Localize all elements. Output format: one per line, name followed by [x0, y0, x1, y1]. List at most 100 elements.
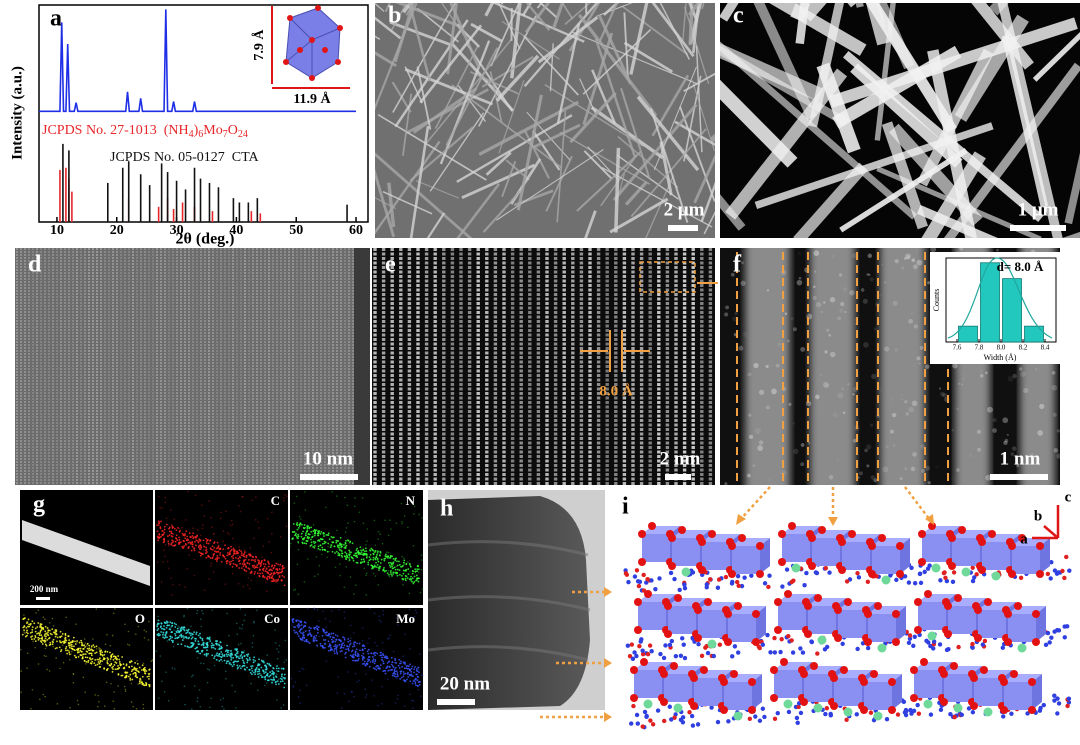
map-dot: [185, 637, 188, 639]
speckle: [823, 301, 826, 304]
map-dot: [245, 653, 248, 656]
map-dot: [163, 528, 166, 531]
map-dot: [72, 681, 75, 684]
map-dot: [403, 515, 406, 517]
network-atom: [950, 579, 956, 584]
oxygen: [814, 594, 822, 602]
map-dot: [322, 610, 324, 613]
map-dot: [80, 639, 82, 642]
rod: [375, 140, 441, 235]
map-dot: [69, 706, 71, 709]
map-dot: [387, 678, 389, 681]
map-dot: [274, 572, 276, 575]
map-dot: [327, 542, 330, 545]
network-atom: [912, 581, 918, 586]
map-dot: [403, 559, 406, 562]
map-dot: [230, 519, 233, 522]
map-dot: [340, 546, 343, 549]
network-atom: [667, 704, 673, 709]
map-dot: [84, 653, 87, 656]
octahedron-face: [838, 610, 866, 638]
map-dot: [413, 616, 416, 618]
oxygen: [630, 666, 638, 674]
map-dot: [127, 643, 129, 646]
network-atom: [840, 641, 845, 647]
map-dot: [337, 546, 340, 548]
map-dot: [211, 609, 214, 611]
map-dot: [403, 705, 406, 707]
map-dot: [389, 561, 392, 564]
map-dot: [380, 654, 383, 657]
map-dot: [338, 553, 341, 555]
map-dot: [135, 669, 137, 672]
map-label: Co: [264, 611, 280, 626]
speckle: [840, 301, 845, 307]
oxygen: [634, 626, 642, 634]
map-dot: [256, 572, 259, 575]
map-dot: [41, 636, 44, 639]
speckle: [927, 281, 931, 285]
map-dot: [212, 533, 215, 536]
map-dot: [388, 573, 390, 576]
map-dot: [170, 532, 173, 535]
network-atom: [982, 638, 988, 644]
map-dot: [65, 616, 68, 619]
map-dot: [172, 526, 175, 529]
rod: [692, 3, 700, 54]
map-dot: [339, 543, 342, 546]
cobalt: [733, 711, 743, 721]
map-dot: [156, 638, 159, 641]
map-dot: [67, 635, 70, 638]
speckle: [884, 346, 890, 352]
network-atom: [723, 574, 729, 580]
map-dot: [171, 624, 174, 627]
map-dot: [261, 660, 264, 663]
network-atom: [959, 712, 964, 718]
map-dot: [253, 622, 255, 624]
map-dot: [98, 648, 101, 650]
cobalt: [1017, 643, 1027, 653]
map-dot: [56, 640, 58, 643]
map-dot: [197, 652, 200, 655]
map-dot: [71, 647, 73, 650]
map-dot: [163, 690, 166, 693]
rod: [582, 28, 652, 95]
map-dot: [421, 559, 423, 561]
map-tile: [155, 490, 288, 605]
map-dot: [243, 664, 246, 667]
map-dot: [141, 683, 144, 686]
rod: [653, 66, 697, 171]
speckle: [1007, 375, 1014, 382]
network-atom: [669, 717, 674, 722]
map-dot: [40, 629, 43, 631]
rod: [612, 103, 698, 202]
map-dot: [271, 577, 273, 579]
map-dot: [333, 652, 336, 655]
map-dot: [48, 644, 51, 646]
network-atom: [798, 710, 804, 716]
map-dot: [372, 558, 375, 561]
map-dot: [363, 560, 366, 563]
map-dot: [31, 628, 34, 631]
map-dot: [194, 540, 196, 543]
network-atom: [911, 708, 917, 714]
map-dot: [356, 547, 358, 550]
map-dot: [166, 624, 169, 627]
map-dot: [252, 661, 255, 664]
rod: [591, 69, 617, 125]
speckle: [837, 392, 844, 399]
map-dot: [180, 636, 183, 639]
map-dot: [145, 630, 148, 633]
oxygen: [698, 566, 706, 574]
rod: [621, 5, 689, 56]
map-dot: [247, 559, 250, 561]
axis-label: a: [1020, 531, 1028, 547]
rod: [569, 91, 617, 144]
map-dot: [151, 659, 154, 661]
map-dot: [259, 569, 262, 571]
cobalt: [873, 711, 883, 721]
structure-model: [623, 522, 1072, 730]
map-dot: [343, 586, 346, 589]
oxygen: [660, 670, 668, 678]
oxygen: [668, 534, 676, 542]
